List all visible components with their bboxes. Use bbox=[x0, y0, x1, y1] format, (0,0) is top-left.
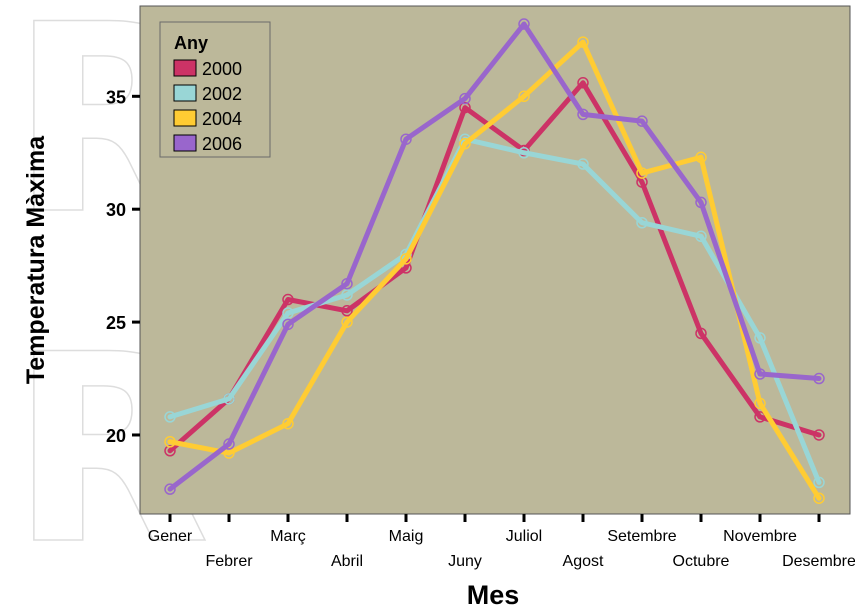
legend-label-2006: 2006 bbox=[202, 134, 242, 154]
data-point bbox=[577, 77, 589, 89]
x-axis-label: Mes bbox=[467, 580, 520, 610]
data-point bbox=[400, 262, 412, 274]
data-point bbox=[459, 137, 471, 150]
data-point bbox=[341, 305, 353, 317]
data-point bbox=[164, 436, 176, 448]
data-point bbox=[223, 438, 235, 450]
data-point bbox=[754, 397, 766, 410]
data-point bbox=[459, 101, 471, 114]
legend-label-2002: 2002 bbox=[202, 84, 242, 104]
data-point bbox=[813, 492, 825, 504]
data-point bbox=[695, 151, 707, 164]
legend-label-2000: 2000 bbox=[202, 59, 242, 79]
x-tick-label: Octubre bbox=[673, 553, 730, 570]
data-point bbox=[282, 293, 294, 306]
series-2006 bbox=[164, 18, 825, 495]
x-tick-label: Desembre bbox=[782, 553, 855, 570]
data-point bbox=[636, 115, 648, 127]
series-line-2000 bbox=[167, 80, 822, 454]
data-point bbox=[754, 332, 766, 344]
series-2002 bbox=[164, 133, 825, 489]
legend-swatch-2000 bbox=[173, 59, 197, 77]
legend-swatch-2002 bbox=[173, 84, 197, 102]
x-tick-label: Setembre bbox=[607, 528, 676, 545]
x-tick-label: Abril bbox=[331, 553, 363, 570]
data-point bbox=[518, 18, 530, 30]
data-point bbox=[282, 307, 294, 319]
legend-swatch-2004 bbox=[173, 109, 197, 127]
y-tick-label: 30 bbox=[106, 200, 126, 220]
x-tick-label: Gener bbox=[148, 528, 193, 545]
data-point bbox=[223, 393, 235, 405]
data-point bbox=[636, 176, 648, 188]
data-point bbox=[164, 483, 176, 495]
data-point bbox=[518, 90, 530, 103]
data-point bbox=[695, 327, 707, 340]
data-point bbox=[754, 368, 766, 380]
x-tick-label: Maig bbox=[389, 528, 424, 545]
y-axis-label: Temperatura Màxima bbox=[22, 135, 50, 384]
legend-label-2004: 2004 bbox=[202, 109, 242, 129]
legend-title: Any bbox=[174, 33, 208, 53]
x-tick-label: Juny bbox=[448, 553, 482, 570]
data-point bbox=[223, 447, 235, 459]
data-point bbox=[164, 411, 176, 423]
data-point bbox=[754, 411, 766, 423]
y-tick-label: 20 bbox=[106, 426, 126, 446]
data-point bbox=[400, 133, 412, 145]
data-point bbox=[813, 429, 825, 441]
data-point bbox=[341, 316, 353, 328]
data-point bbox=[813, 476, 825, 489]
data-point bbox=[577, 108, 589, 121]
data-point bbox=[813, 372, 825, 385]
x-tick-label: Juliol bbox=[506, 528, 542, 545]
x-tick-label: Agost bbox=[563, 553, 604, 570]
data-point bbox=[341, 289, 353, 301]
series-line-2004 bbox=[167, 39, 822, 501]
series-line-2002 bbox=[167, 136, 822, 485]
y-tick-label: 35 bbox=[106, 87, 126, 107]
x-tick-label: Novembre bbox=[723, 528, 797, 545]
y-tick-label: 25 bbox=[106, 313, 126, 333]
data-point bbox=[282, 417, 294, 430]
data-point bbox=[695, 230, 707, 243]
data-point bbox=[459, 92, 471, 105]
data-point bbox=[695, 196, 707, 209]
x-tick-label: Febrer bbox=[205, 553, 253, 570]
x-tick-label: Març bbox=[270, 528, 306, 545]
data-point bbox=[400, 253, 412, 265]
data-point bbox=[164, 445, 176, 457]
legend: Any 2000 2002 2004 2006 bbox=[159, 21, 271, 158]
data-point bbox=[577, 158, 589, 170]
data-point bbox=[282, 318, 294, 331]
data-point bbox=[518, 147, 530, 159]
legend-swatch-2006 bbox=[173, 134, 197, 152]
data-point bbox=[341, 277, 353, 290]
data-point bbox=[577, 36, 589, 48]
series-line-2006 bbox=[167, 21, 822, 492]
series-2004 bbox=[164, 36, 825, 504]
data-point bbox=[636, 216, 648, 229]
data-point bbox=[636, 167, 648, 179]
